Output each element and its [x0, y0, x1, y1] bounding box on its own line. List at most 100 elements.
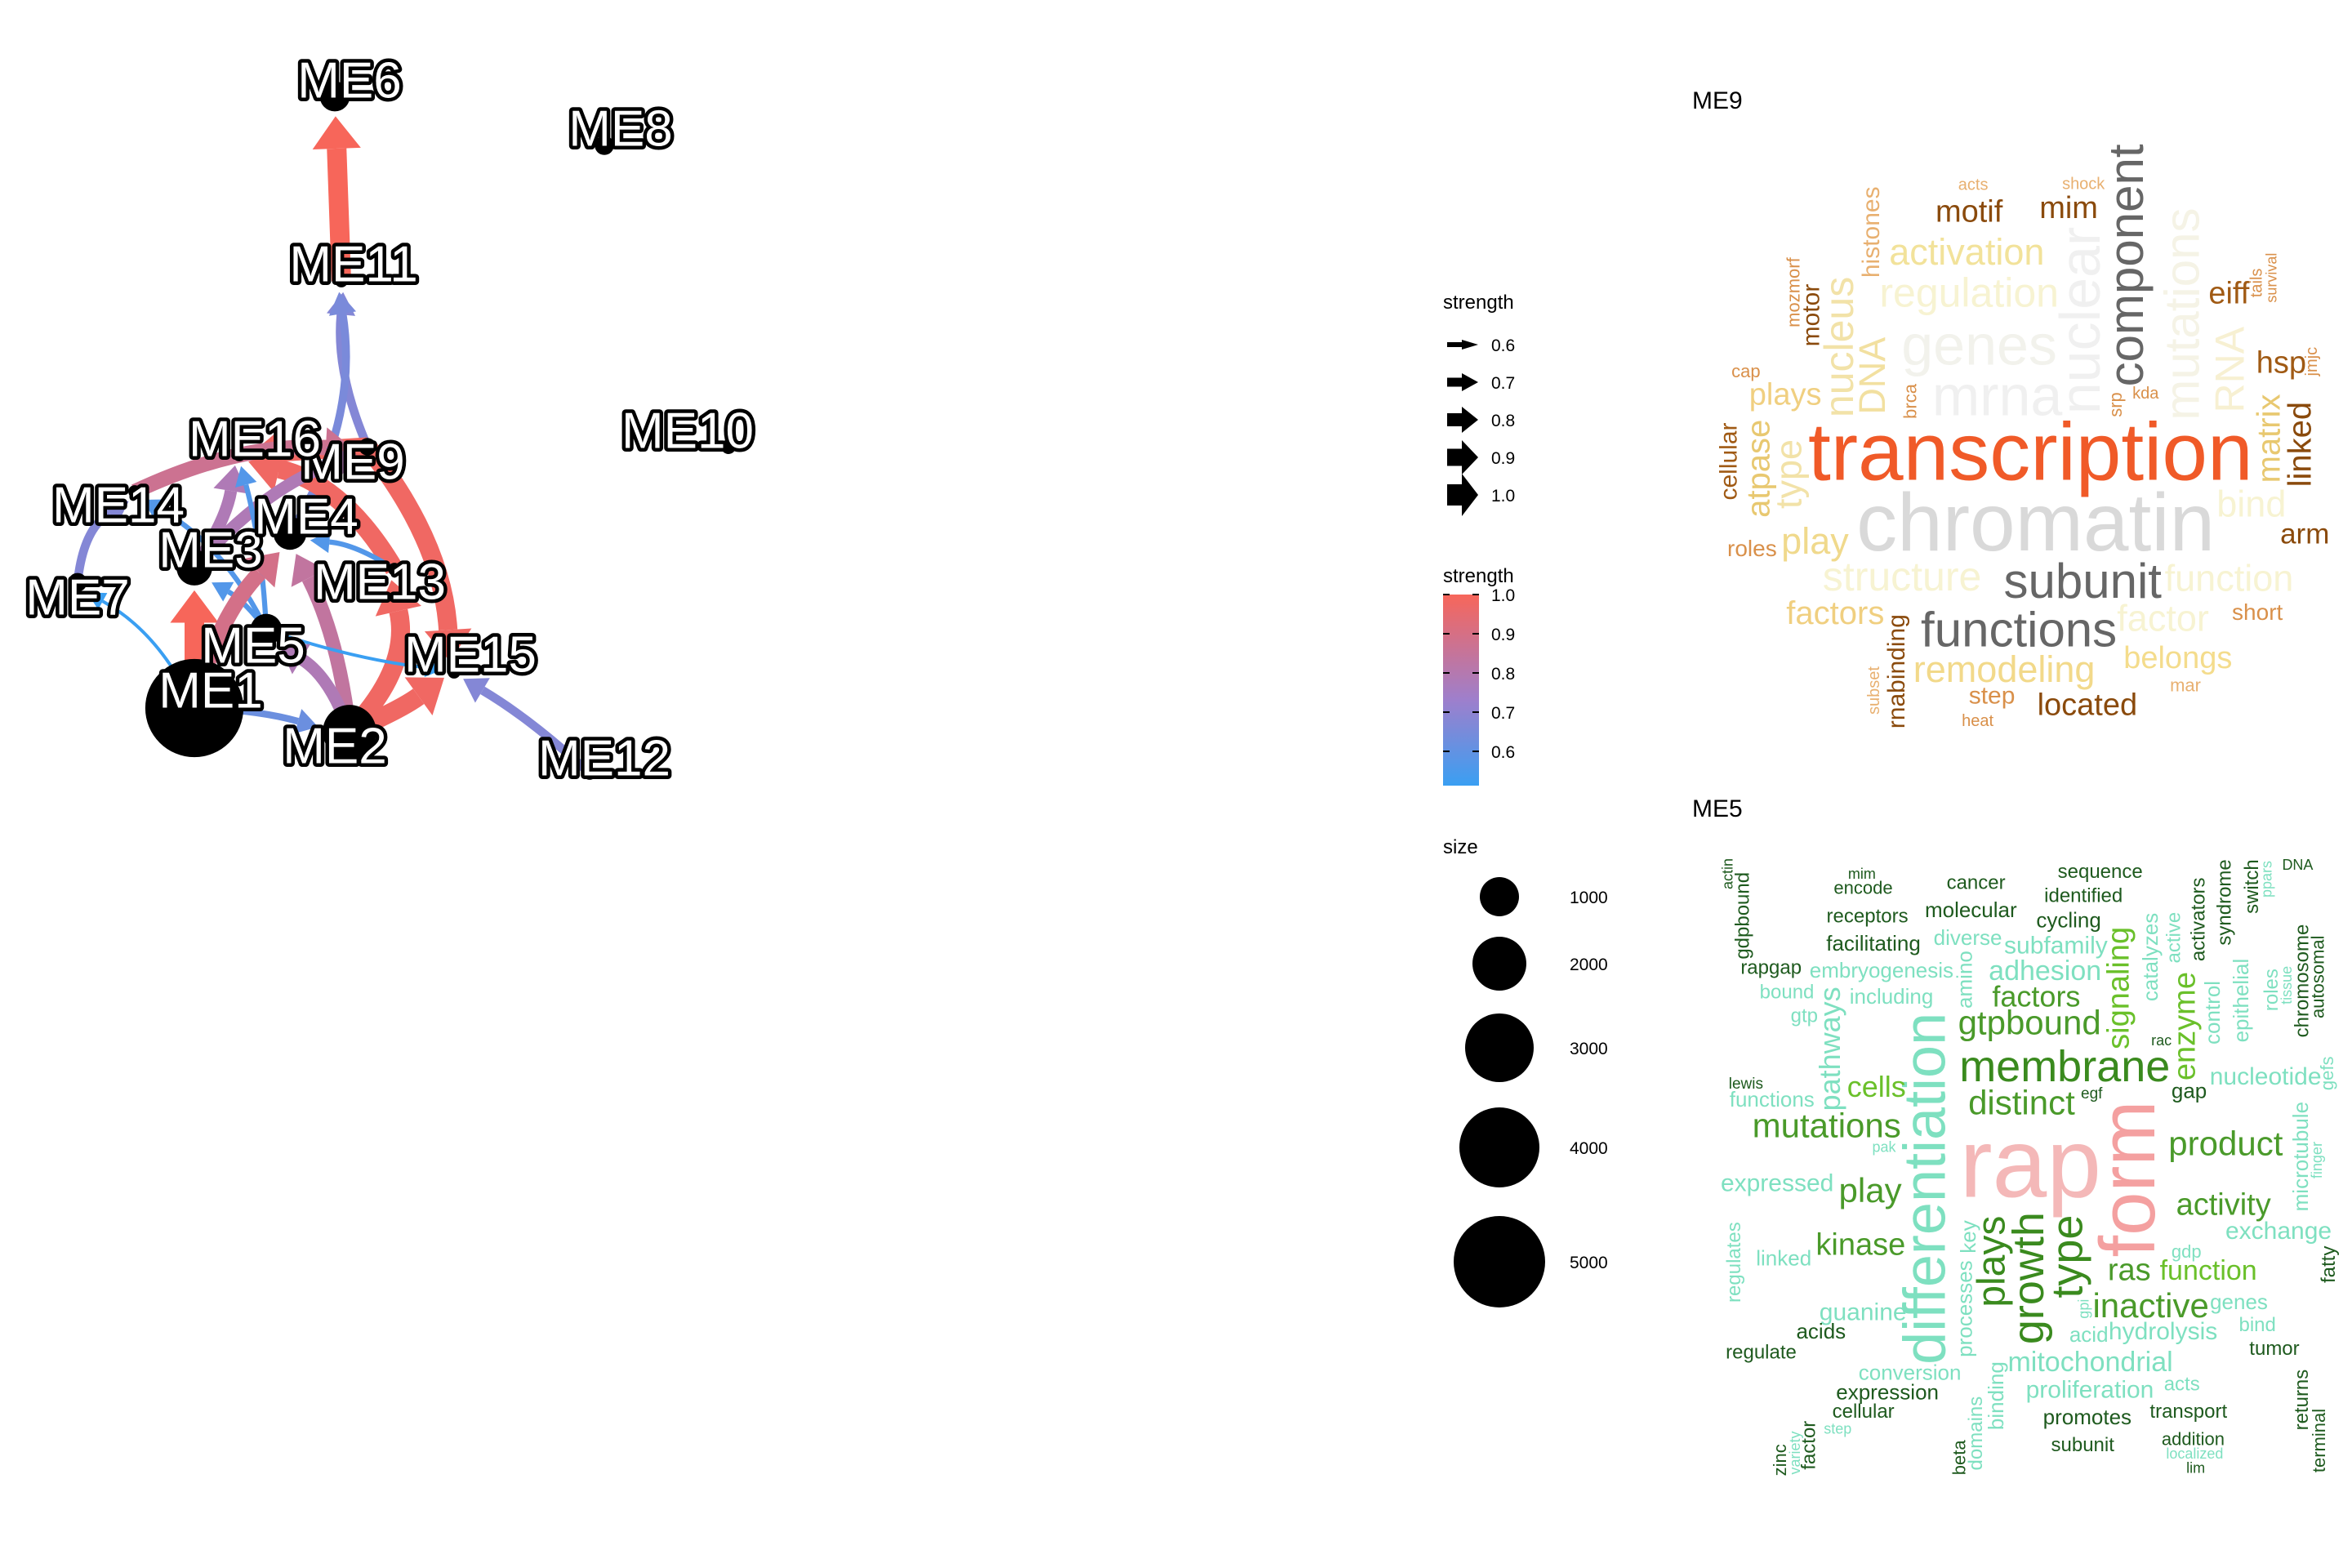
edge-line	[73, 509, 113, 583]
cloud-word: catalyzes	[2138, 913, 2163, 1001]
legend-arrow-label: 0.7	[1491, 374, 1515, 393]
edge-arrowhead	[294, 709, 318, 734]
cloud-word: epithelial	[2229, 959, 2253, 1043]
cloud-word: amino	[1953, 951, 1977, 1009]
cloud-word: matrix	[2252, 394, 2287, 483]
cloud-word: hydrolysis	[2109, 1318, 2217, 1345]
cloud-word: product	[2168, 1125, 2283, 1163]
cloud-word: identified	[2044, 884, 2123, 906]
cloud-word: gefs	[2317, 1056, 2337, 1090]
edge-me4-me11	[286, 292, 357, 536]
network-nodes	[68, 81, 736, 780]
cloud-word: proliferation	[2026, 1376, 2154, 1403]
legend-size-label: 3000	[1570, 1040, 1608, 1058]
edge-me11-me6	[312, 116, 361, 282]
cloud-word: transport	[2149, 1401, 2227, 1423]
cloud-word: form	[2084, 1101, 2172, 1258]
node-label-me3: ME3	[158, 522, 262, 578]
cloud-word: sequence	[2058, 861, 2143, 883]
legend-arrow-glyph	[1447, 407, 1478, 433]
legend-arrow-glyph	[1447, 440, 1478, 474]
cloud-word: type	[2043, 1215, 2092, 1298]
edge-me5-me14	[142, 499, 269, 631]
cloud-word: atpase	[1740, 420, 1776, 518]
cloud-word: switch	[2241, 859, 2263, 914]
cloud-word: distinct	[1968, 1083, 2075, 1121]
node-me12	[583, 767, 596, 780]
cloud-word: growth	[2004, 1212, 2053, 1344]
network-labels: ME1ME2ME3ME4ME5ME6ME7ME8ME9ME10ME11ME12M…	[22, 49, 758, 791]
cloud-word: nucleotide	[2210, 1063, 2322, 1090]
cloud-word: differentiation	[1893, 1013, 1958, 1365]
cloud-word: chromosome	[2292, 924, 2314, 1038]
edge-arrowhead	[424, 657, 443, 677]
node-label-me14: ME14	[52, 477, 185, 533]
node-label-me4: ME4	[254, 488, 358, 545]
cloud-word: gap	[2172, 1079, 2207, 1103]
cloud-word: cancer	[1947, 872, 2006, 894]
node-me10	[721, 439, 736, 454]
cloud-word: receptors	[1827, 906, 1909, 928]
cloud-word: short	[2232, 599, 2283, 625]
cloud-word: cellular	[1833, 1401, 1895, 1423]
legend-size-circle	[1480, 877, 1519, 916]
cloud-word: brca	[1900, 383, 1921, 419]
colorbar-tick-label: 1.0	[1491, 586, 1515, 605]
edge-arrowhead	[142, 499, 165, 519]
cloud-word: exchange	[2225, 1218, 2332, 1245]
node-label-me9: ME9	[301, 434, 404, 490]
node-me9	[359, 438, 376, 456]
cloud-word: factors	[1786, 595, 1884, 631]
node-me16	[233, 448, 246, 461]
cloud-word: mim	[1848, 866, 1876, 882]
cloud-word: gdp	[2172, 1241, 2202, 1262]
cloud-word: rap	[1960, 1108, 2101, 1218]
cloud-word: step	[1969, 682, 2016, 709]
edge-me9-me15	[359, 440, 472, 662]
cloud-word: hsp	[2256, 345, 2306, 380]
cloud-word: DNA	[2282, 857, 2313, 873]
edge-arrowhead	[244, 552, 280, 588]
edge-line	[327, 148, 351, 282]
cloud-word: egf	[2081, 1085, 2103, 1102]
wordcloud-me9: ME9 transcriptionchromatinmrnagenesnucle…	[1692, 87, 2329, 730]
legend-arrow-label: 1.0	[1491, 487, 1515, 506]
cloud-word: plays	[1971, 1216, 2014, 1307]
cloud-word: promotes	[2043, 1405, 2132, 1429]
cloud-word: remodeling	[1913, 648, 2096, 690]
node-me4	[273, 516, 307, 550]
cloud-word: play	[1839, 1171, 1902, 1209]
edge-arrowhead	[328, 292, 357, 316]
edge-me5-me16	[235, 466, 270, 630]
node-me5	[250, 613, 283, 646]
cloud-word: mim	[2039, 191, 2098, 225]
legend-colorbar	[1443, 595, 1479, 786]
cloud-word: diverse	[1934, 925, 2002, 950]
cloud-word: bound	[1760, 982, 1815, 1004]
edge-me13-me16	[248, 446, 403, 574]
cloud-word: mar	[2170, 675, 2201, 696]
cloud-word: autosomal	[2307, 935, 2328, 1018]
cloud-word: processes	[1952, 1260, 1976, 1357]
cloud-word: type	[1767, 439, 1809, 509]
cloud-word: finger	[2309, 1142, 2325, 1178]
edge-arrowhead	[170, 590, 219, 623]
cloud-word: regulates	[1723, 1222, 1745, 1303]
cloud-word: molecular	[1925, 898, 2017, 922]
node-label-me7: ME7	[25, 569, 129, 626]
node-me14	[128, 485, 141, 498]
cloud-word: ras	[2108, 1254, 2151, 1288]
cloud-word: guanine	[1820, 1299, 1907, 1326]
node-label-me16: ME16	[189, 411, 321, 467]
cloud-word: acid	[2069, 1322, 2109, 1347]
cloud-word: tumor	[2249, 1338, 2299, 1360]
cloud-word: acids	[1796, 1319, 1846, 1343]
node-label-me15: ME15	[404, 626, 537, 683]
cloud-word: factors	[1992, 980, 2080, 1013]
cloud-word: regulation	[1879, 270, 2059, 315]
cloud-word: subfamily	[2004, 933, 2108, 960]
legend-arrow-item: 0.6	[1447, 336, 1515, 355]
node-me13	[388, 563, 401, 576]
legend-size-circle	[1465, 1013, 1534, 1082]
